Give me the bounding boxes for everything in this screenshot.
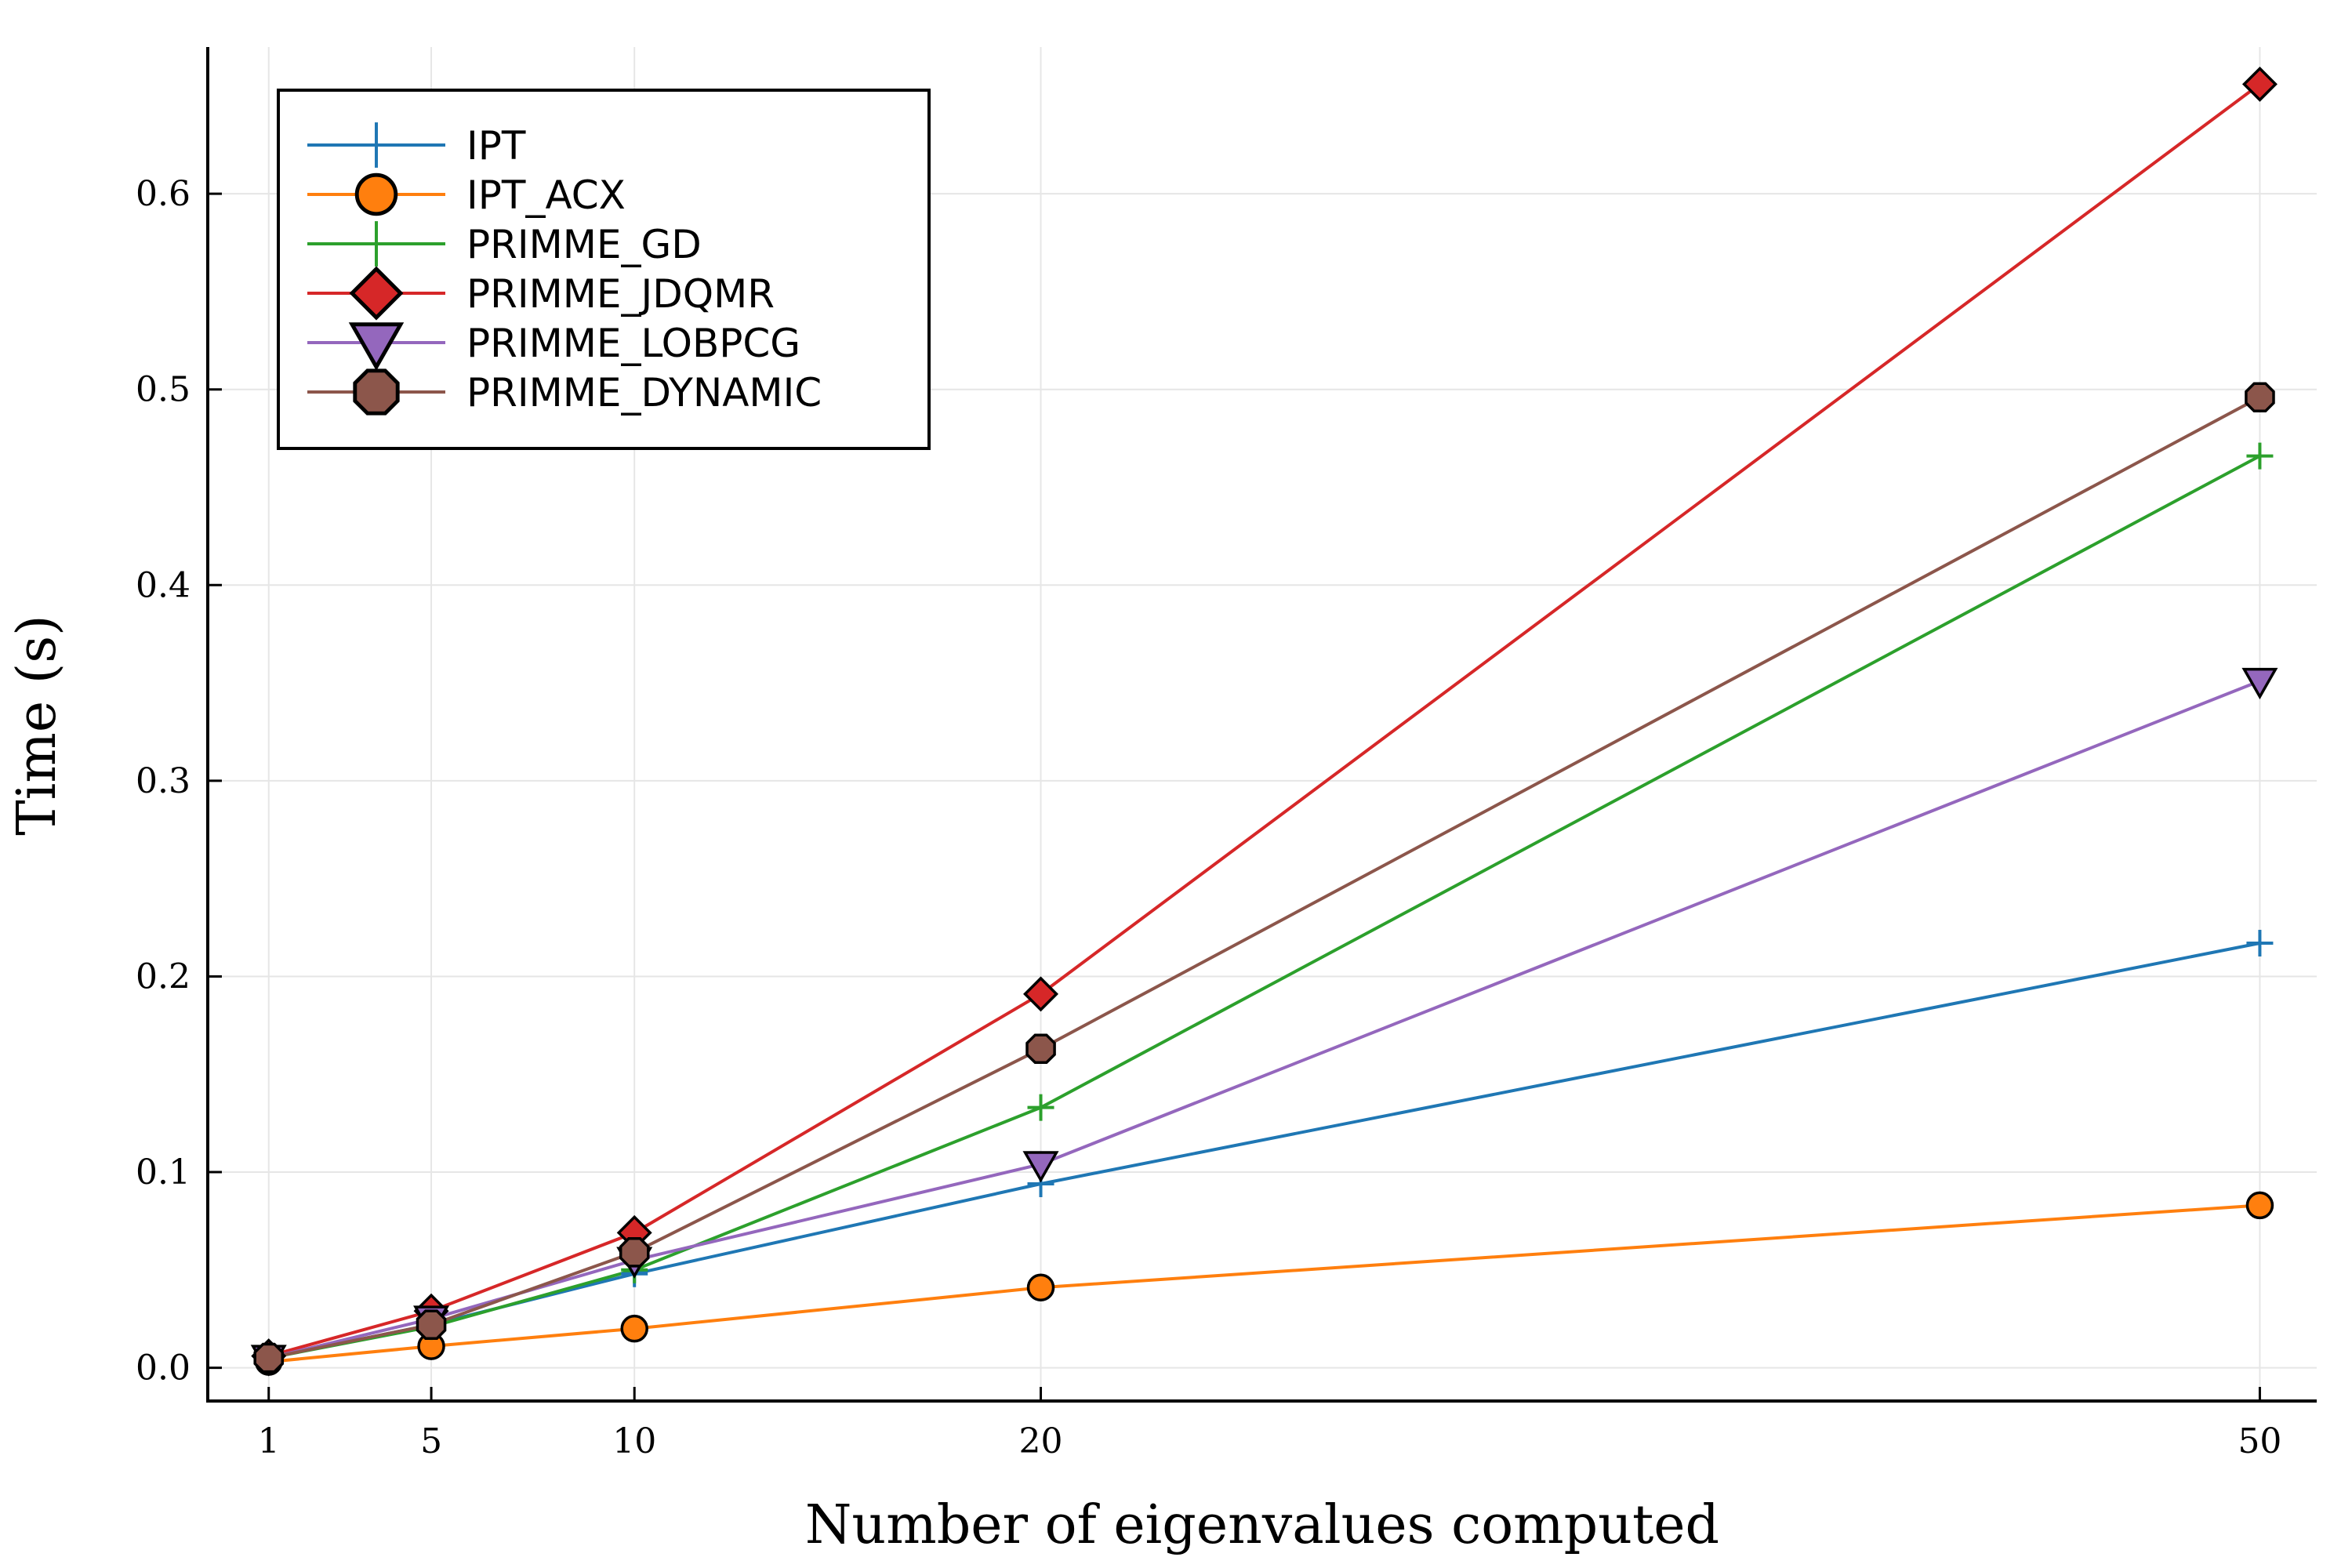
y-ticks: 0.0 0.1 0.2 0.3 0.4 0.5 0.6: [136, 174, 222, 1388]
legend-entry-primme-jdqmr: PRIMME_JDQMR: [307, 266, 775, 321]
y-tick-label: 0.5: [136, 370, 191, 410]
data-point-primme-jdqmr: [2241, 66, 2278, 102]
data-point-primme-jdqmr: [1023, 976, 1058, 1012]
x-tick-label: 20: [1019, 1421, 1063, 1461]
data-point-ipt-acx: [1026, 1273, 1055, 1302]
y-tick-label: 0.3: [136, 761, 191, 801]
legend-entry-primme-dynamic: PRIMME_DYNAMIC: [307, 368, 822, 416]
legend-marker: [353, 368, 400, 416]
data-point-primme-dynamic: [1025, 1033, 1056, 1065]
legend-label: PRIMME_DYNAMIC: [466, 370, 822, 416]
axes: [206, 47, 2317, 1403]
legend-entry-ipt: IPT: [307, 122, 526, 169]
y-tick-label: 0.1: [136, 1152, 191, 1192]
data-point-ipt-acx: [2245, 1191, 2274, 1220]
data-point-ipt-acx: [620, 1314, 648, 1343]
data-point-primme-dynamic: [416, 1309, 447, 1340]
legend-marker: [348, 322, 405, 371]
legend-label: PRIMME_LOBPCG: [466, 321, 800, 366]
series-markers: [250, 66, 2278, 1377]
legend-marker: [354, 122, 399, 168]
y-tick-label: 0.6: [136, 174, 191, 214]
legend-label: IPT: [466, 123, 526, 169]
legend-label: PRIMME_JDQMR: [466, 271, 775, 317]
legend-marker: [349, 266, 404, 321]
legend-entry-primme-lobpcg: PRIMME_LOBPCG: [307, 321, 800, 371]
legend-label: IPT_ACX: [466, 172, 626, 218]
data-point-primme-dynamic: [2245, 382, 2275, 413]
y-tick-label: 0.2: [136, 956, 191, 996]
legend-entry-ipt-acx: IPT_ACX: [307, 172, 626, 218]
y-tick-label: 0.4: [136, 565, 191, 605]
data-point-primme-lobpcg: [2241, 667, 2278, 700]
legend: IPTIPT_ACXPRIMME_GDPRIMME_JDQMRPRIMME_LO…: [277, 89, 931, 450]
legend-marker: [354, 221, 399, 267]
x-tick-label: 50: [2238, 1421, 2281, 1461]
y-axis-title: Time (s): [6, 615, 68, 835]
x-ticks: 1 5 10 20 50: [258, 1387, 2281, 1461]
y-tick-label: 0.0: [136, 1348, 191, 1388]
data-point-primme-dynamic: [619, 1237, 650, 1268]
x-tick-label: 5: [420, 1421, 442, 1461]
legend-marker: [354, 172, 398, 216]
data-point-primme-lobpcg: [1022, 1151, 1059, 1183]
data-point-primme-dynamic: [253, 1342, 285, 1374]
legend-entry-primme-gd: PRIMME_GD: [307, 221, 702, 267]
legend-label: PRIMME_GD: [466, 222, 702, 267]
x-tick-label: 1: [258, 1421, 280, 1461]
data-point-primme-gd: [1027, 1094, 1054, 1121]
x-axis-title: Number of eigenvalues computed: [805, 1494, 1719, 1556]
x-tick-label: 10: [612, 1421, 656, 1461]
data-point-primme-gd: [2246, 442, 2274, 470]
data-point-ipt: [2246, 930, 2274, 957]
